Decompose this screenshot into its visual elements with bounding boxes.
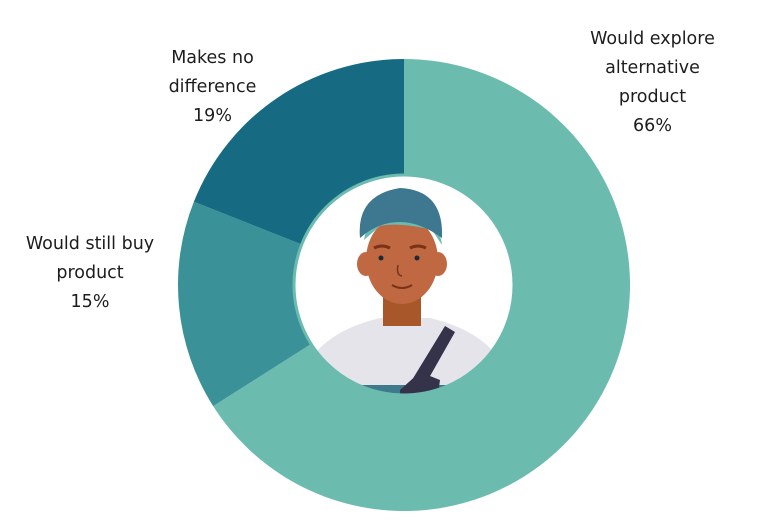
label-would-explore: Would explore alternative product 66% (560, 25, 745, 141)
label-value: 15% (70, 292, 110, 312)
center-avatar (292, 173, 516, 397)
beanie (359, 188, 443, 238)
label-value: 66% (633, 116, 672, 136)
bag (400, 372, 440, 394)
label-text: Would still buy product (25, 234, 155, 283)
bag-strap (412, 326, 455, 385)
shirt (310, 318, 500, 394)
label-value: 19% (193, 106, 232, 126)
donut-slice-0 (213, 59, 630, 511)
donut-slice-1 (177, 201, 313, 407)
face (366, 216, 438, 304)
label-text: Would explore alternative product (590, 29, 715, 107)
label-text: Makes no difference (168, 48, 257, 97)
label-still-buy: Would still buy product 15% (0, 230, 180, 317)
label-no-difference: Makes no difference 19% (140, 44, 285, 131)
donut-slice-2 (193, 59, 404, 246)
